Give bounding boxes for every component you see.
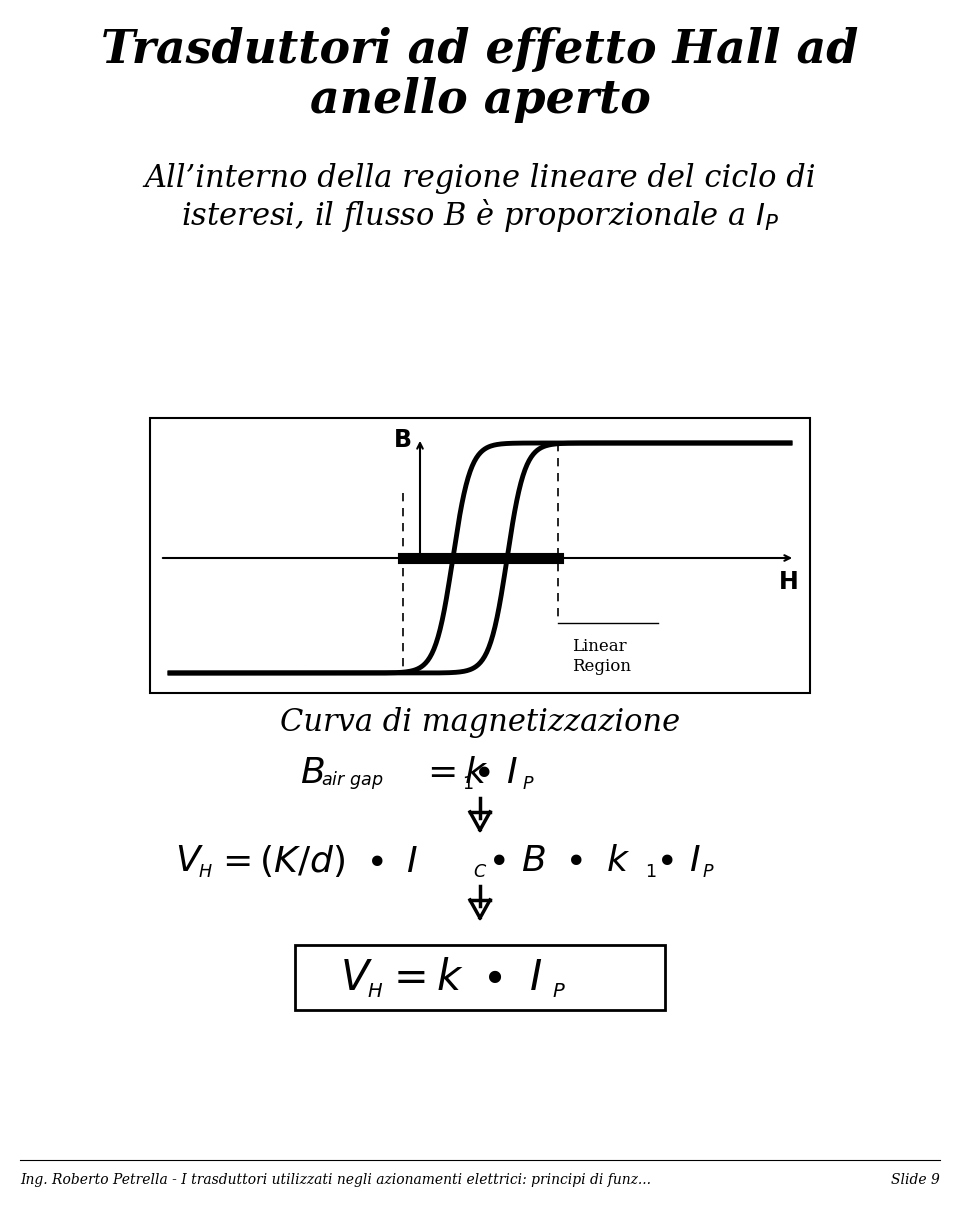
Text: $= k\ \bullet\ I$: $= k\ \bullet\ I$ [385,957,542,999]
Text: $_H$: $_H$ [198,858,213,881]
Text: $_P$: $_P$ [702,858,715,881]
Text: $_{air\ gap}$: $_{air\ gap}$ [321,769,384,792]
Text: $= k$: $= k$ [420,756,489,790]
Text: $_1$: $_1$ [645,858,657,881]
Text: $V$: $V$ [340,957,372,999]
Text: anello aperto: anello aperto [309,77,651,123]
Text: $_P$: $_P$ [522,769,535,792]
Text: $\bullet\ I$: $\bullet\ I$ [472,756,518,790]
Text: $_P$: $_P$ [552,974,566,1000]
Text: $\bullet\ B\ \bullet\ k$: $\bullet\ B\ \bullet\ k$ [487,844,631,878]
Bar [295,945,665,1010]
Text: $_H$: $_H$ [367,974,383,1000]
Text: Linear
Region: Linear Region [572,638,632,674]
Text: Slide 9: Slide 9 [891,1173,940,1187]
Text: isteresi, il flusso B è proporzionale a $I_P$: isteresi, il flusso B è proporzionale a … [180,197,780,233]
Text: $B$: $B$ [300,756,324,790]
Text: Ing. Roberto Petrella - I trasduttori utilizzati negli azionamenti elettrici: pr: Ing. Roberto Petrella - I trasduttori ut… [20,1173,651,1187]
Bar [150,418,810,693]
Text: Curva di magnetizzazione: Curva di magnetizzazione [280,708,680,738]
Text: $\mathbf{B}$: $\mathbf{B}$ [393,428,411,452]
Text: $\bullet\ I$: $\bullet\ I$ [655,844,701,878]
Text: $_1$: $_1$ [462,769,473,792]
Text: All’interno della regione lineare del ciclo di: All’interno della regione lineare del ci… [144,163,816,193]
Text: $_C$: $_C$ [473,858,488,881]
Text: Trasduttori ad effetto Hall ad: Trasduttori ad effetto Hall ad [102,27,858,72]
Text: $= (K/d)\ \bullet\ I$: $= (K/d)\ \bullet\ I$ [215,843,419,879]
Text: $\mathbf{H}$: $\mathbf{H}$ [779,570,798,594]
Text: $V$: $V$ [175,844,204,878]
